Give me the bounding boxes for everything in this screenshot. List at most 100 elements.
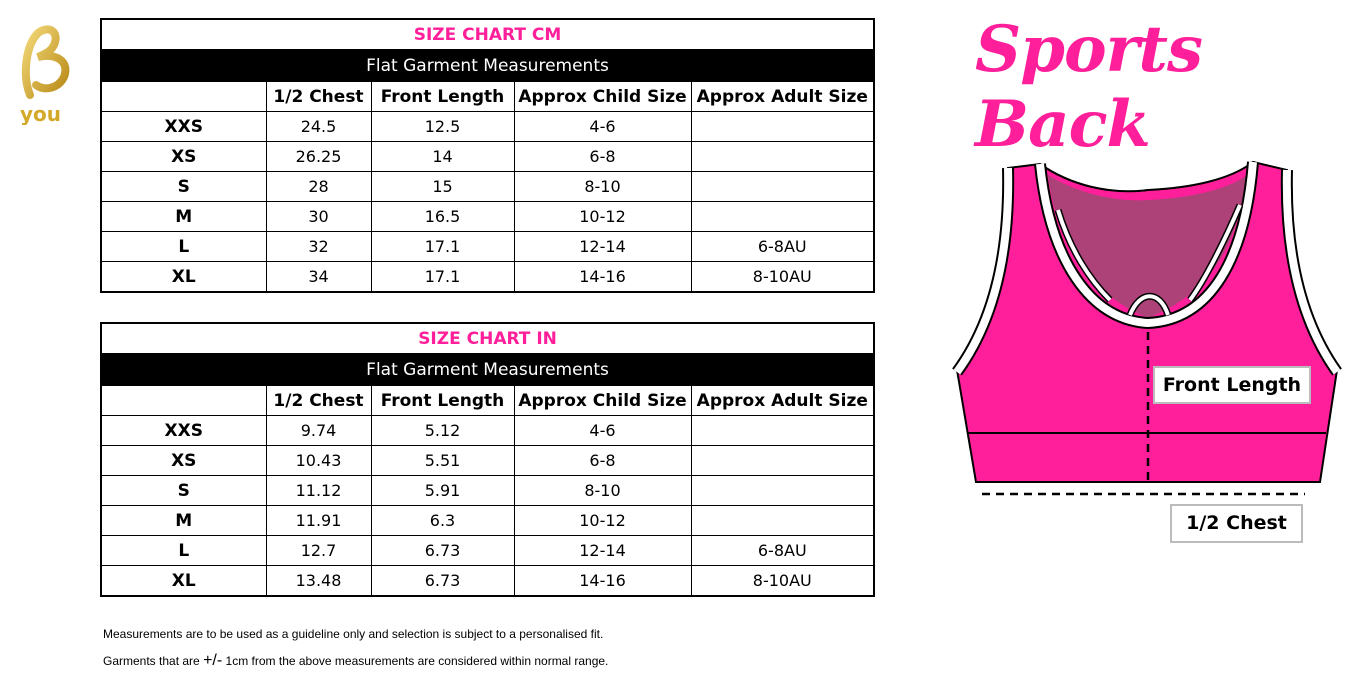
table-row: M 11.91 6.3 10-12 bbox=[100, 505, 875, 536]
table-cell bbox=[690, 415, 875, 446]
table-cell: 17.1 bbox=[370, 231, 515, 262]
table-row: L 32 17.1 12-14 6-8AU bbox=[100, 231, 875, 262]
table-cell: 12.5 bbox=[370, 111, 515, 142]
note-tolerance: Garments that are +/- 1cm from the above… bbox=[103, 652, 608, 670]
table-row: L 12.7 6.73 12-14 6-8AU bbox=[100, 535, 875, 566]
table-row: M 30 16.5 10-12 bbox=[100, 201, 875, 232]
table-row: XL 34 17.1 14-16 8-10AU bbox=[100, 261, 875, 293]
front-length-label: Front Length bbox=[1153, 366, 1311, 404]
plus-minus: +/- bbox=[203, 652, 223, 669]
svg-text:you: you bbox=[20, 102, 61, 125]
table-cell: 10-12 bbox=[513, 505, 692, 536]
column-header: 1/2 Chest bbox=[265, 81, 372, 112]
table-cell: 10-12 bbox=[513, 201, 692, 232]
table-title: SIZE CHART CM bbox=[100, 18, 875, 50]
size-label: XXS bbox=[100, 415, 267, 446]
table-cell: 10.43 bbox=[265, 445, 372, 476]
table-cell bbox=[690, 111, 875, 142]
table-subtitle: Flat Garment Measurements bbox=[100, 353, 875, 386]
table-title: SIZE CHART IN bbox=[100, 322, 875, 354]
header-row: 1/2 Chest Front Length Approx Child Size Ap… bbox=[100, 385, 875, 416]
table-cell: 6-8AU bbox=[690, 231, 875, 262]
size-label: XS bbox=[100, 445, 267, 476]
table-cell: 8-10AU bbox=[690, 261, 875, 293]
table-cell: 5.12 bbox=[370, 415, 515, 446]
column-header: Front Length bbox=[370, 81, 515, 112]
table-cell: 16.5 bbox=[370, 201, 515, 232]
table-cell: 30 bbox=[265, 201, 372, 232]
table-cell: 9.74 bbox=[265, 415, 372, 446]
table-cell: 28 bbox=[265, 171, 372, 202]
table-cell: 12-14 bbox=[513, 535, 692, 566]
table-row: XS 10.43 5.51 6-8 bbox=[100, 445, 875, 476]
table-cell bbox=[690, 445, 875, 476]
column-header: Approx Child Size bbox=[513, 81, 692, 112]
table-cell: 15 bbox=[370, 171, 515, 202]
size-label: M bbox=[100, 201, 267, 232]
table-cell bbox=[690, 505, 875, 536]
size-label: XL bbox=[100, 565, 267, 597]
note-text: 1cm from the above measurements are cons… bbox=[225, 654, 609, 668]
note-guideline: Measurements are to be used as a guideli… bbox=[103, 627, 604, 641]
table-cell: 12.7 bbox=[265, 535, 372, 566]
table-cell: 6.73 bbox=[370, 535, 515, 566]
half-chest-label: 1/2 Chest bbox=[1170, 504, 1303, 543]
table-row: XXS 9.74 5.12 4-6 bbox=[100, 415, 875, 446]
table-cell: 32 bbox=[265, 231, 372, 262]
table-cell: 14 bbox=[370, 141, 515, 172]
header-row: 1/2 Chest Front Length Approx Child Size Ap… bbox=[100, 81, 875, 112]
column-header bbox=[100, 81, 267, 112]
table-cell: 34 bbox=[265, 261, 372, 293]
column-header: Approx Adult Size bbox=[690, 81, 875, 112]
table-cell: 12-14 bbox=[513, 231, 692, 262]
table-subtitle: Flat Garment Measurements bbox=[100, 49, 875, 82]
table-cell: 11.91 bbox=[265, 505, 372, 536]
size-label: XXS bbox=[100, 111, 267, 142]
size-label: S bbox=[100, 475, 267, 506]
table-cell: 5.91 bbox=[370, 475, 515, 506]
table-cell bbox=[690, 201, 875, 232]
table-cell: 6.73 bbox=[370, 565, 515, 597]
column-header: Approx Child Size bbox=[513, 385, 692, 416]
table-cell bbox=[690, 171, 875, 202]
table-row: S 28 15 8-10 bbox=[100, 171, 875, 202]
brand-logo: you bbox=[8, 25, 78, 126]
size-label: M bbox=[100, 505, 267, 536]
size-chart-in: SIZE CHART IN Flat Garment Measurements … bbox=[100, 322, 876, 597]
table-cell: 8-10 bbox=[513, 475, 692, 506]
size-label: XS bbox=[100, 141, 267, 172]
table-row: XXS 24.5 12.5 4-6 bbox=[100, 111, 875, 142]
table-cell: 13.48 bbox=[265, 565, 372, 597]
note-text: Garments that are bbox=[103, 654, 200, 668]
table-cell: 8-10AU bbox=[690, 565, 875, 597]
table-cell: 17.1 bbox=[370, 261, 515, 293]
table-cell bbox=[690, 475, 875, 506]
table-cell: 4-6 bbox=[513, 415, 692, 446]
size-chart-cm: SIZE CHART CM Flat Garment Measurements … bbox=[100, 18, 875, 293]
table-cell: 14-16 bbox=[513, 565, 692, 597]
size-label: XL bbox=[100, 261, 267, 293]
size-label: L bbox=[100, 231, 267, 262]
brand-title: Sports Back bbox=[975, 12, 1203, 162]
table-cell: 6-8 bbox=[513, 141, 692, 172]
size-label: L bbox=[100, 535, 267, 566]
table-row: XS 26.25 14 6-8 bbox=[100, 141, 875, 172]
size-label: S bbox=[100, 171, 267, 202]
table-cell: 8-10 bbox=[513, 171, 692, 202]
table-row: S 11.12 5.91 8-10 bbox=[100, 475, 875, 506]
table-cell: 6-8AU bbox=[690, 535, 875, 566]
column-header: Approx Adult Size bbox=[690, 385, 875, 416]
table-cell: 14-16 bbox=[513, 261, 692, 293]
column-header: 1/2 Chest bbox=[265, 385, 372, 416]
table-cell: 4-6 bbox=[513, 111, 692, 142]
table-cell: 5.51 bbox=[370, 445, 515, 476]
sports-bra-diagram bbox=[952, 160, 1342, 496]
table-row: XL 13.48 6.73 14-16 8-10AU bbox=[100, 565, 875, 597]
column-header: Front Length bbox=[370, 385, 515, 416]
table-cell: 24.5 bbox=[265, 111, 372, 142]
table-cell: 6-8 bbox=[513, 445, 692, 476]
table-cell bbox=[690, 141, 875, 172]
table-cell: 6.3 bbox=[370, 505, 515, 536]
column-header bbox=[100, 385, 267, 416]
table-cell: 26.25 bbox=[265, 141, 372, 172]
